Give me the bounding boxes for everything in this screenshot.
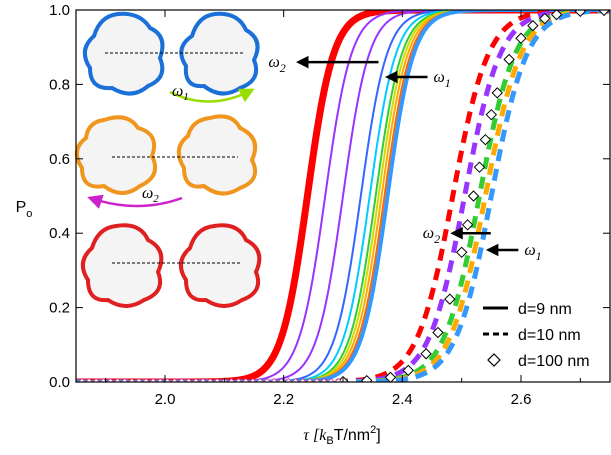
series-baseline-marker (92, 377, 101, 382)
series-d100-point-6 (444, 293, 456, 305)
series-d100-point-9 (467, 190, 480, 202)
inset-ring-top-right (179, 11, 260, 96)
series-d100-point-12 (485, 108, 498, 121)
series-d100-point-11 (479, 133, 492, 146)
series-baseline-marker (334, 377, 343, 382)
series-baseline-marker (206, 377, 215, 382)
series-d9-line-3 (76, 10, 610, 382)
series-d100-point-7 (455, 246, 468, 259)
series-baseline-marker (141, 377, 151, 382)
legend: d=9 nm d=10 nm d=100 nm (483, 301, 590, 370)
series-baseline-marker (255, 377, 264, 382)
series-baseline-marker (156, 377, 165, 382)
inset-ring-mid-right (176, 114, 257, 196)
inset-ring-top-left (82, 11, 165, 96)
x-tick-label-3: 2.6 (511, 391, 532, 408)
legend-label-d10: d=10 nm (518, 327, 581, 344)
x-axis-title: τ [kBT/nm2] (303, 424, 380, 447)
omega2-inset-arrow (87, 194, 183, 209)
series-baseline-marker (84, 377, 94, 382)
annotations: ω2 ω1 ω2 ω1 (269, 54, 542, 263)
inset-omega2-label: ω2 (142, 185, 159, 205)
inset-ring-bottom-left (80, 223, 164, 308)
y-axis-title: Po (16, 199, 33, 220)
annotation-label-2: ω2 (423, 225, 440, 246)
series-d100-point-14 (503, 53, 515, 66)
series-baseline-marker (134, 377, 143, 382)
series-d100-point-5 (432, 326, 444, 339)
series-baseline-marker (298, 377, 307, 382)
inset-illustration: ω1 ω2 (74, 11, 262, 308)
y-tick-label-3: 0.6 (49, 151, 70, 168)
x-tick-label-2: 2.4 (392, 391, 413, 408)
series-baseline-marker (113, 377, 122, 382)
inset-row-1: ω1 (82, 11, 260, 103)
series-baseline-marker (312, 377, 321, 382)
inset-omega1-label: ω1 (172, 83, 189, 103)
series-baseline-marker (106, 377, 115, 382)
x-tick-label-0: 2.0 (155, 391, 176, 408)
inset-row-2: ω2 (74, 114, 257, 209)
series-baseline-marker (120, 377, 129, 382)
series-d100-point-20 (598, 10, 610, 17)
series-baseline-marker (270, 377, 279, 382)
series-baseline-marker (77, 377, 86, 382)
y-tick-label-5: 1.0 (49, 2, 70, 19)
inset-ring-mid-left (74, 115, 157, 195)
series-baseline-marker (284, 377, 293, 382)
x-tick-label-1: 2.2 (273, 391, 294, 408)
y-tick-label-1: 0.2 (49, 300, 70, 317)
series-baseline-marker (177, 377, 186, 382)
series-baseline-marker (305, 377, 314, 382)
series-d9-line-4 (76, 10, 610, 382)
annotation-label-0: ω2 (269, 54, 286, 75)
y-tick-label-2: 0.4 (49, 225, 70, 242)
series-baseline-marker (213, 377, 222, 382)
inset-ring-bottom-right (178, 223, 262, 308)
series-baseline-marker (227, 377, 236, 382)
series-d100-point-18 (550, 10, 563, 21)
series-d100-point-15 (515, 32, 527, 44)
legend-swatch-diamond (487, 353, 501, 367)
series-baseline-marker (149, 377, 158, 382)
series-baseline-marker (241, 377, 250, 382)
series-baseline-marker (234, 377, 243, 382)
series-baseline-marker (198, 377, 208, 382)
series-d9-line-1 (76, 10, 610, 382)
legend-label-d9: d=9 nm (518, 301, 572, 318)
annotation-label-1: ω1 (434, 69, 451, 90)
omega1-inset-arrow (169, 88, 255, 103)
y-tick-label-0: 0.0 (49, 374, 70, 391)
series-baseline-marker (262, 377, 272, 382)
series-baseline-marker (127, 377, 136, 382)
series-d100-point-17 (539, 12, 551, 25)
inset-row-3 (80, 223, 262, 308)
series-baseline-marker (170, 377, 179, 382)
series-d100-point-19 (574, 10, 587, 18)
series-baseline-marker (184, 377, 193, 382)
series-d100-point-10 (473, 161, 486, 173)
y-tick-label-4: 0.8 (49, 76, 70, 93)
series-baseline-marker (248, 377, 257, 382)
annotation-label-3: ω1 (524, 242, 541, 263)
legend-label-d100: d=100 nm (518, 353, 590, 370)
axis-ticks: 2.0 2.2 2.4 2.6 0.0 0.2 0.4 0.6 0.8 1.0 (49, 2, 610, 408)
series-d100-point-8 (461, 219, 474, 231)
series-d100-group (77, 10, 610, 382)
series-d100-point-13 (491, 87, 503, 99)
series-baseline-marker (319, 377, 329, 382)
series-baseline-marker (327, 377, 336, 382)
series-d100-point-3 (402, 364, 414, 377)
series-d100-point-16 (527, 19, 539, 32)
series-d100-point-2 (384, 371, 397, 382)
series-baseline-marker (291, 377, 300, 382)
series-d9-line-2 (76, 10, 610, 382)
series-d100-point-1 (361, 374, 373, 382)
series-baseline-marker (191, 377, 200, 382)
series-d100-point-4 (420, 348, 432, 360)
